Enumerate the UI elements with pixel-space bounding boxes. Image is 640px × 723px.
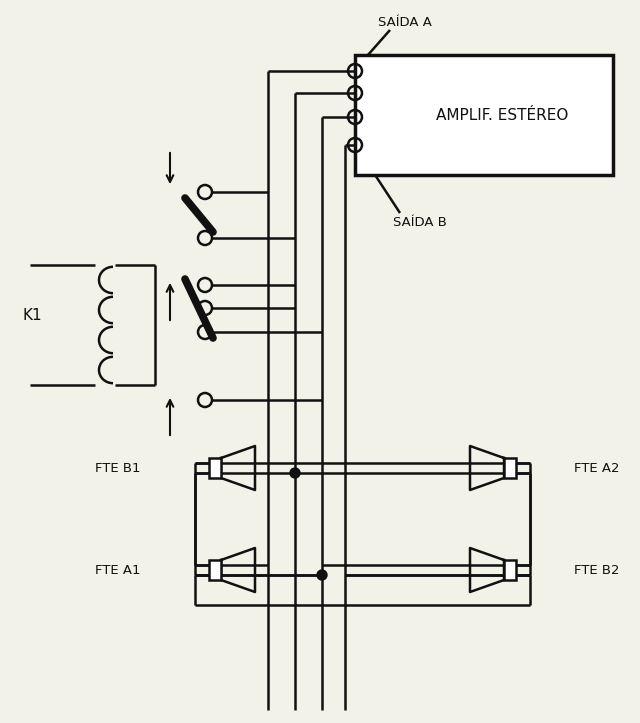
Text: FTE A1: FTE A1	[95, 563, 141, 576]
Bar	[209, 560, 221, 580]
Bar	[355, 55, 613, 175]
Bar	[209, 458, 221, 478]
Text: FTE B2: FTE B2	[574, 563, 620, 576]
Circle shape	[290, 468, 300, 478]
Text: K1: K1	[22, 307, 42, 322]
Text: SAÍDA B: SAÍDA B	[393, 216, 447, 229]
Text: AMPLIF. ESTÉREO: AMPLIF. ESTÉREO	[436, 108, 568, 122]
Text: SAÍDA A: SAÍDA A	[378, 15, 432, 28]
Text: FTE B1: FTE B1	[95, 461, 141, 474]
Text: FTE A2: FTE A2	[574, 461, 620, 474]
Bar	[504, 458, 516, 478]
Circle shape	[317, 570, 327, 580]
Bar	[504, 560, 516, 580]
